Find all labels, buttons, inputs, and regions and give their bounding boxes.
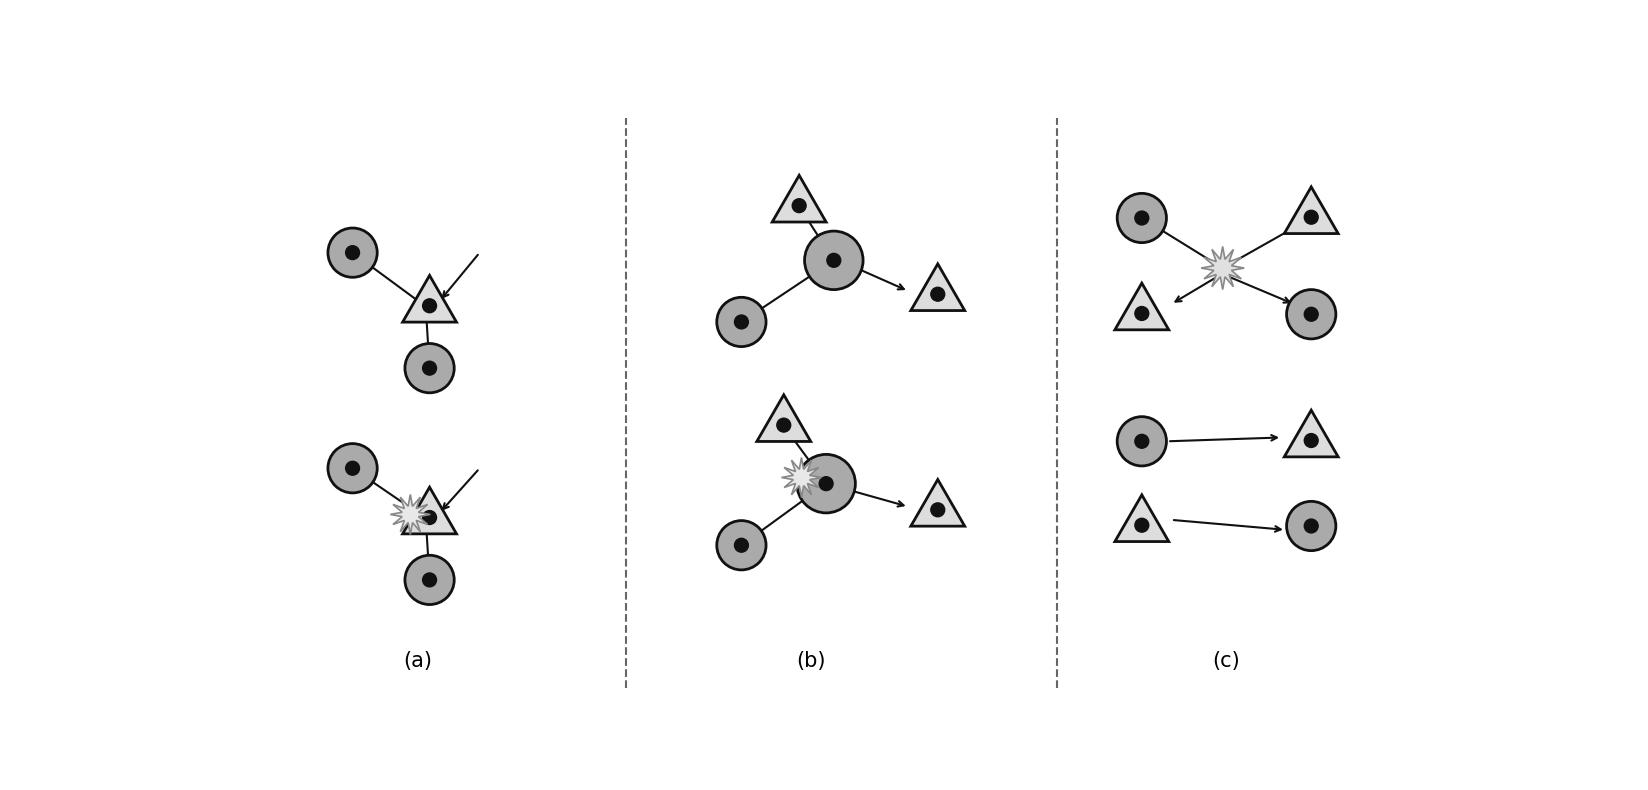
Circle shape bbox=[1287, 502, 1337, 551]
Polygon shape bbox=[1201, 246, 1244, 290]
Circle shape bbox=[405, 344, 455, 393]
Circle shape bbox=[405, 555, 455, 604]
Circle shape bbox=[1304, 210, 1318, 224]
Circle shape bbox=[931, 503, 944, 517]
Polygon shape bbox=[391, 495, 430, 535]
Circle shape bbox=[1117, 416, 1167, 466]
Polygon shape bbox=[402, 276, 456, 322]
Polygon shape bbox=[1114, 283, 1168, 329]
Circle shape bbox=[1117, 194, 1167, 243]
Circle shape bbox=[1304, 434, 1318, 447]
Text: (a): (a) bbox=[404, 651, 432, 671]
Circle shape bbox=[735, 315, 748, 329]
Circle shape bbox=[346, 461, 359, 475]
Circle shape bbox=[328, 228, 377, 277]
Circle shape bbox=[1304, 307, 1318, 322]
Circle shape bbox=[422, 510, 437, 525]
Polygon shape bbox=[1114, 495, 1168, 542]
Circle shape bbox=[793, 199, 806, 213]
Polygon shape bbox=[773, 175, 826, 222]
Polygon shape bbox=[402, 487, 456, 534]
Circle shape bbox=[1304, 519, 1318, 533]
Circle shape bbox=[819, 476, 832, 491]
Circle shape bbox=[422, 299, 437, 313]
Polygon shape bbox=[1284, 187, 1338, 234]
Circle shape bbox=[717, 297, 766, 347]
Circle shape bbox=[1135, 518, 1149, 532]
Circle shape bbox=[735, 538, 748, 552]
Circle shape bbox=[776, 418, 791, 432]
Circle shape bbox=[328, 444, 377, 493]
Circle shape bbox=[1287, 290, 1337, 339]
Circle shape bbox=[1135, 435, 1149, 448]
Circle shape bbox=[422, 361, 437, 375]
Text: (b): (b) bbox=[796, 651, 826, 671]
Polygon shape bbox=[1284, 410, 1338, 457]
Polygon shape bbox=[756, 395, 811, 442]
Circle shape bbox=[827, 254, 840, 267]
Circle shape bbox=[717, 521, 766, 570]
Circle shape bbox=[1135, 211, 1149, 225]
Circle shape bbox=[931, 288, 944, 301]
Polygon shape bbox=[911, 480, 964, 526]
Polygon shape bbox=[781, 457, 821, 498]
Circle shape bbox=[346, 246, 359, 260]
Circle shape bbox=[422, 573, 437, 587]
Polygon shape bbox=[911, 264, 964, 310]
Circle shape bbox=[804, 231, 864, 290]
Circle shape bbox=[798, 454, 855, 513]
Text: (c): (c) bbox=[1213, 651, 1241, 671]
Circle shape bbox=[1135, 307, 1149, 321]
